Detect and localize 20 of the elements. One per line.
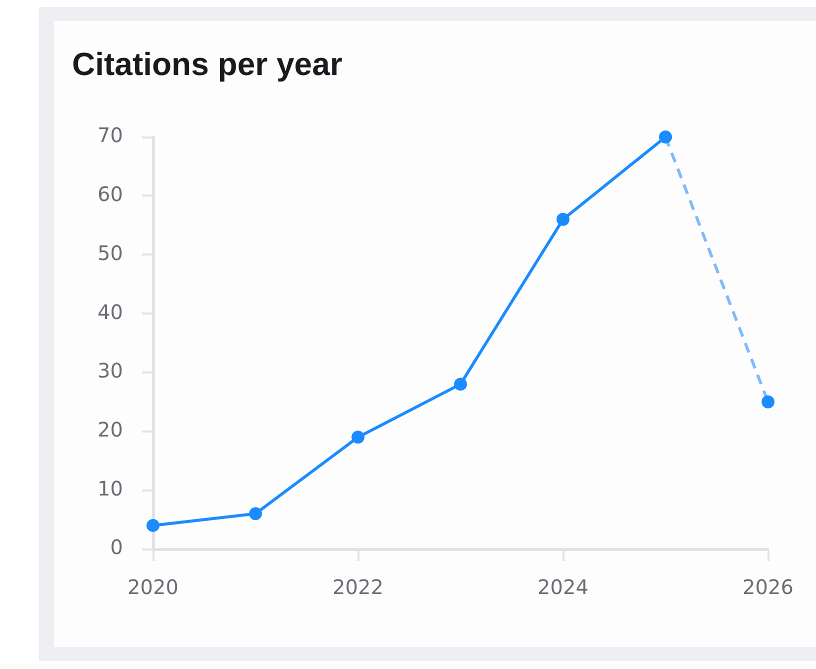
point bbox=[146, 518, 160, 532]
y-tick-label: 10 bbox=[98, 476, 123, 500]
y-tick-label: 0 bbox=[110, 535, 123, 560]
chart-title: Citations per year bbox=[72, 46, 342, 82]
y-tick-label: 70 bbox=[98, 123, 123, 148]
y-tick-label: 20 bbox=[98, 417, 123, 442]
point bbox=[454, 378, 467, 391]
y-tick-label: 50 bbox=[98, 240, 123, 265]
point bbox=[556, 212, 570, 226]
y-tick-label: 30 bbox=[98, 358, 123, 383]
x-tick-label: 2024 bbox=[538, 575, 588, 600]
point bbox=[249, 507, 262, 520]
point bbox=[352, 430, 364, 444]
point bbox=[762, 395, 774, 408]
y-tick-label: 60 bbox=[98, 182, 123, 206]
y-tick-label: 40 bbox=[98, 300, 123, 324]
point bbox=[659, 130, 672, 144]
x-tick-label: 2020 bbox=[128, 575, 178, 600]
x-tick-label: 2022 bbox=[332, 575, 384, 600]
x-tick-label: 2026 bbox=[742, 575, 794, 600]
